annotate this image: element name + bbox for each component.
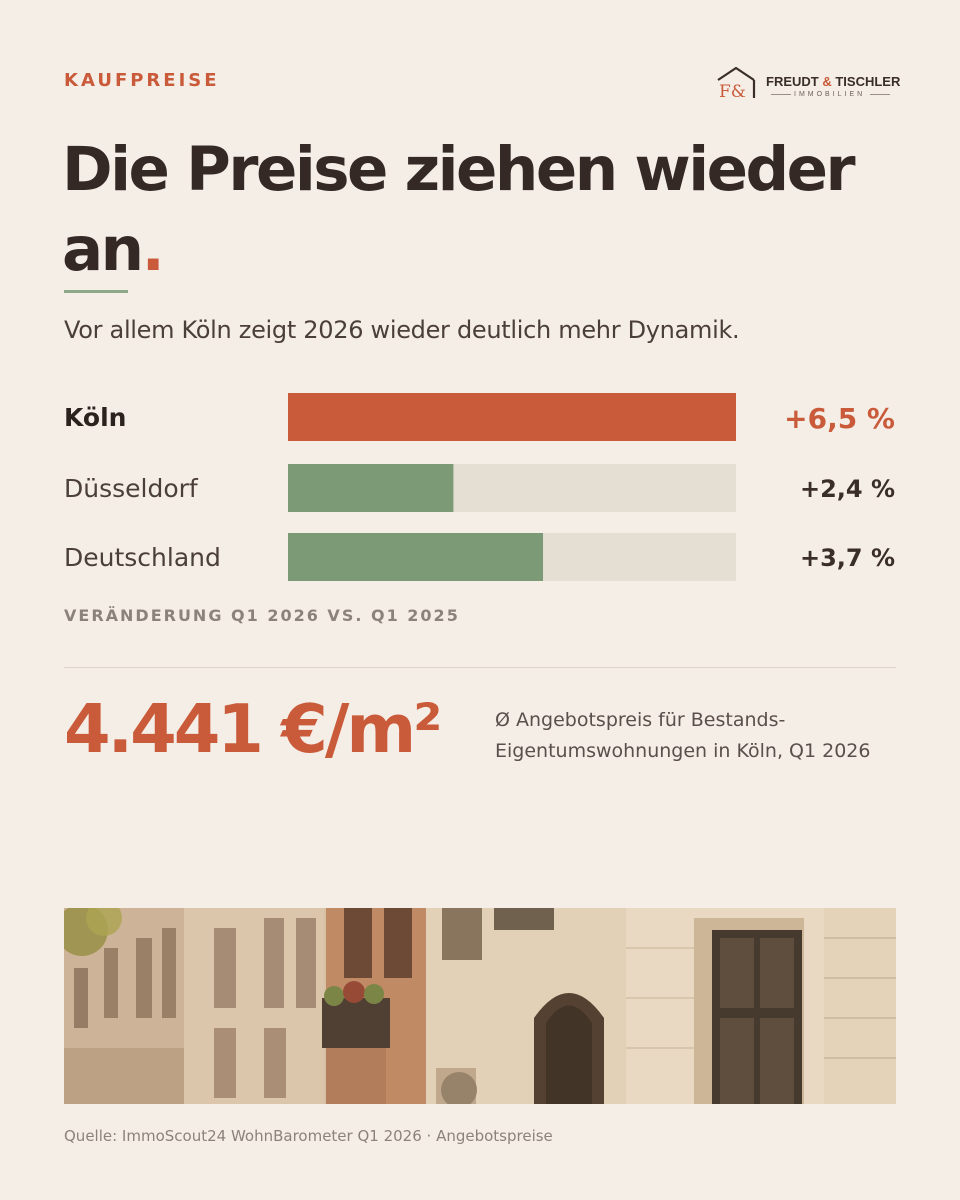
page-title: Die Preise ziehen wieder an. xyxy=(62,134,856,285)
source-note: Quelle: ImmoScout24 WohnBarometer Q1 202… xyxy=(64,1127,553,1145)
bar-track xyxy=(288,533,736,581)
bar-2 xyxy=(288,533,544,581)
brand-subline: IMMOBILIEN xyxy=(794,91,866,98)
category-label: Köln xyxy=(64,403,126,432)
data-label: +2,4 % xyxy=(800,475,895,503)
brand-name: FREUDT & TISCHLER xyxy=(766,74,901,89)
category-label: Düsseldorf xyxy=(64,474,199,503)
brand-logo: F& FREUDT & TISCHLER IMMOBILIEN xyxy=(716,64,906,104)
house-logo-icon: F& xyxy=(717,66,756,100)
accent-rule xyxy=(64,290,128,293)
logo-monogram: F& xyxy=(719,82,746,100)
kpi-description: Ø Angebotspreis für Bestands-Eigentumswo… xyxy=(495,709,871,762)
subtitle: Vor allem Köln zeigt 2026 wieder deutlic… xyxy=(64,316,740,344)
logo-rule-right xyxy=(870,94,890,95)
section-divider xyxy=(64,667,896,668)
bar-0 xyxy=(288,393,736,441)
bar-track xyxy=(288,393,736,441)
data-label: +3,7 % xyxy=(800,544,895,572)
section-eyebrow: KAUFPREISE xyxy=(64,70,220,91)
category-label: Deutschland xyxy=(64,543,221,572)
kpi-value: 4.441 €/m² xyxy=(64,690,443,768)
chart-note: VERÄNDERUNG Q1 2026 VS. Q1 2025 xyxy=(64,606,460,625)
bar-1 xyxy=(288,464,454,512)
building-facade-photo xyxy=(64,908,896,1104)
bar-track xyxy=(288,464,736,512)
data-label: +6,5 % xyxy=(784,402,895,435)
logo-rule-left xyxy=(771,94,791,95)
facade-illustration xyxy=(64,908,896,1104)
